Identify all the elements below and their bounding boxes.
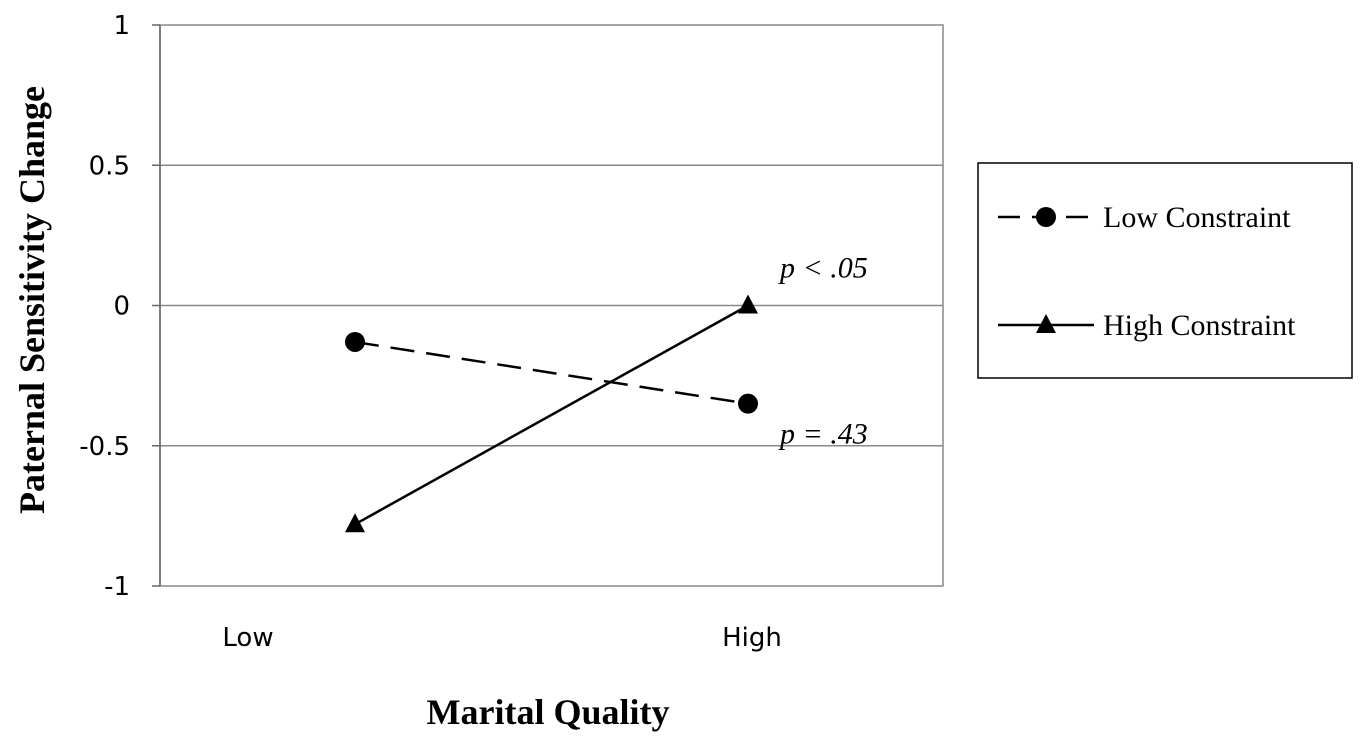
- series-line-0: [354, 340, 749, 405]
- legend: Low Constraint High Constraint: [977, 162, 1353, 379]
- series-lines: [354, 304, 749, 526]
- gridlines: [160, 164, 943, 447]
- legend-item-0: Low Constraint: [998, 201, 1291, 234]
- annotations: p < .05 p = .43: [778, 252, 868, 451]
- y-axis: [152, 24, 161, 587]
- annotation-1: p = .43: [778, 418, 868, 451]
- x-tick-label: High: [722, 623, 782, 653]
- annotation-0: p < .05: [778, 252, 868, 285]
- legend-swatch-marker: [1036, 207, 1056, 227]
- y-axis-title: Paternal Sensitivity Change: [12, 86, 52, 514]
- y-tick-label: -1: [104, 572, 130, 602]
- data-point-0-1: [738, 393, 758, 414]
- data-point-0-0: [345, 331, 365, 352]
- legend-swatch-marker: [1036, 314, 1056, 333]
- y-tick-label: 1: [113, 11, 130, 41]
- series-markers: [345, 294, 758, 533]
- data-point-1-0: [345, 513, 365, 533]
- y-tick-label: 0: [113, 292, 130, 322]
- y-tick-label: -0.5: [79, 432, 130, 462]
- x-tick-label: Low: [222, 623, 273, 653]
- x-tick-labels: Low High: [222, 623, 781, 653]
- legend-label: High Constraint: [1103, 309, 1296, 342]
- y-tick-labels: 1 0.5 0 -0.5 -1: [79, 11, 130, 602]
- legend-item-1: High Constraint: [998, 309, 1296, 342]
- y-tick-label: 0.5: [89, 151, 130, 181]
- legend-box: [977, 162, 1353, 379]
- legend-label: Low Constraint: [1103, 201, 1291, 234]
- data-point-1-1: [738, 294, 758, 314]
- series-line-1: [354, 304, 749, 526]
- x-axis-title: Marital Quality: [427, 692, 670, 732]
